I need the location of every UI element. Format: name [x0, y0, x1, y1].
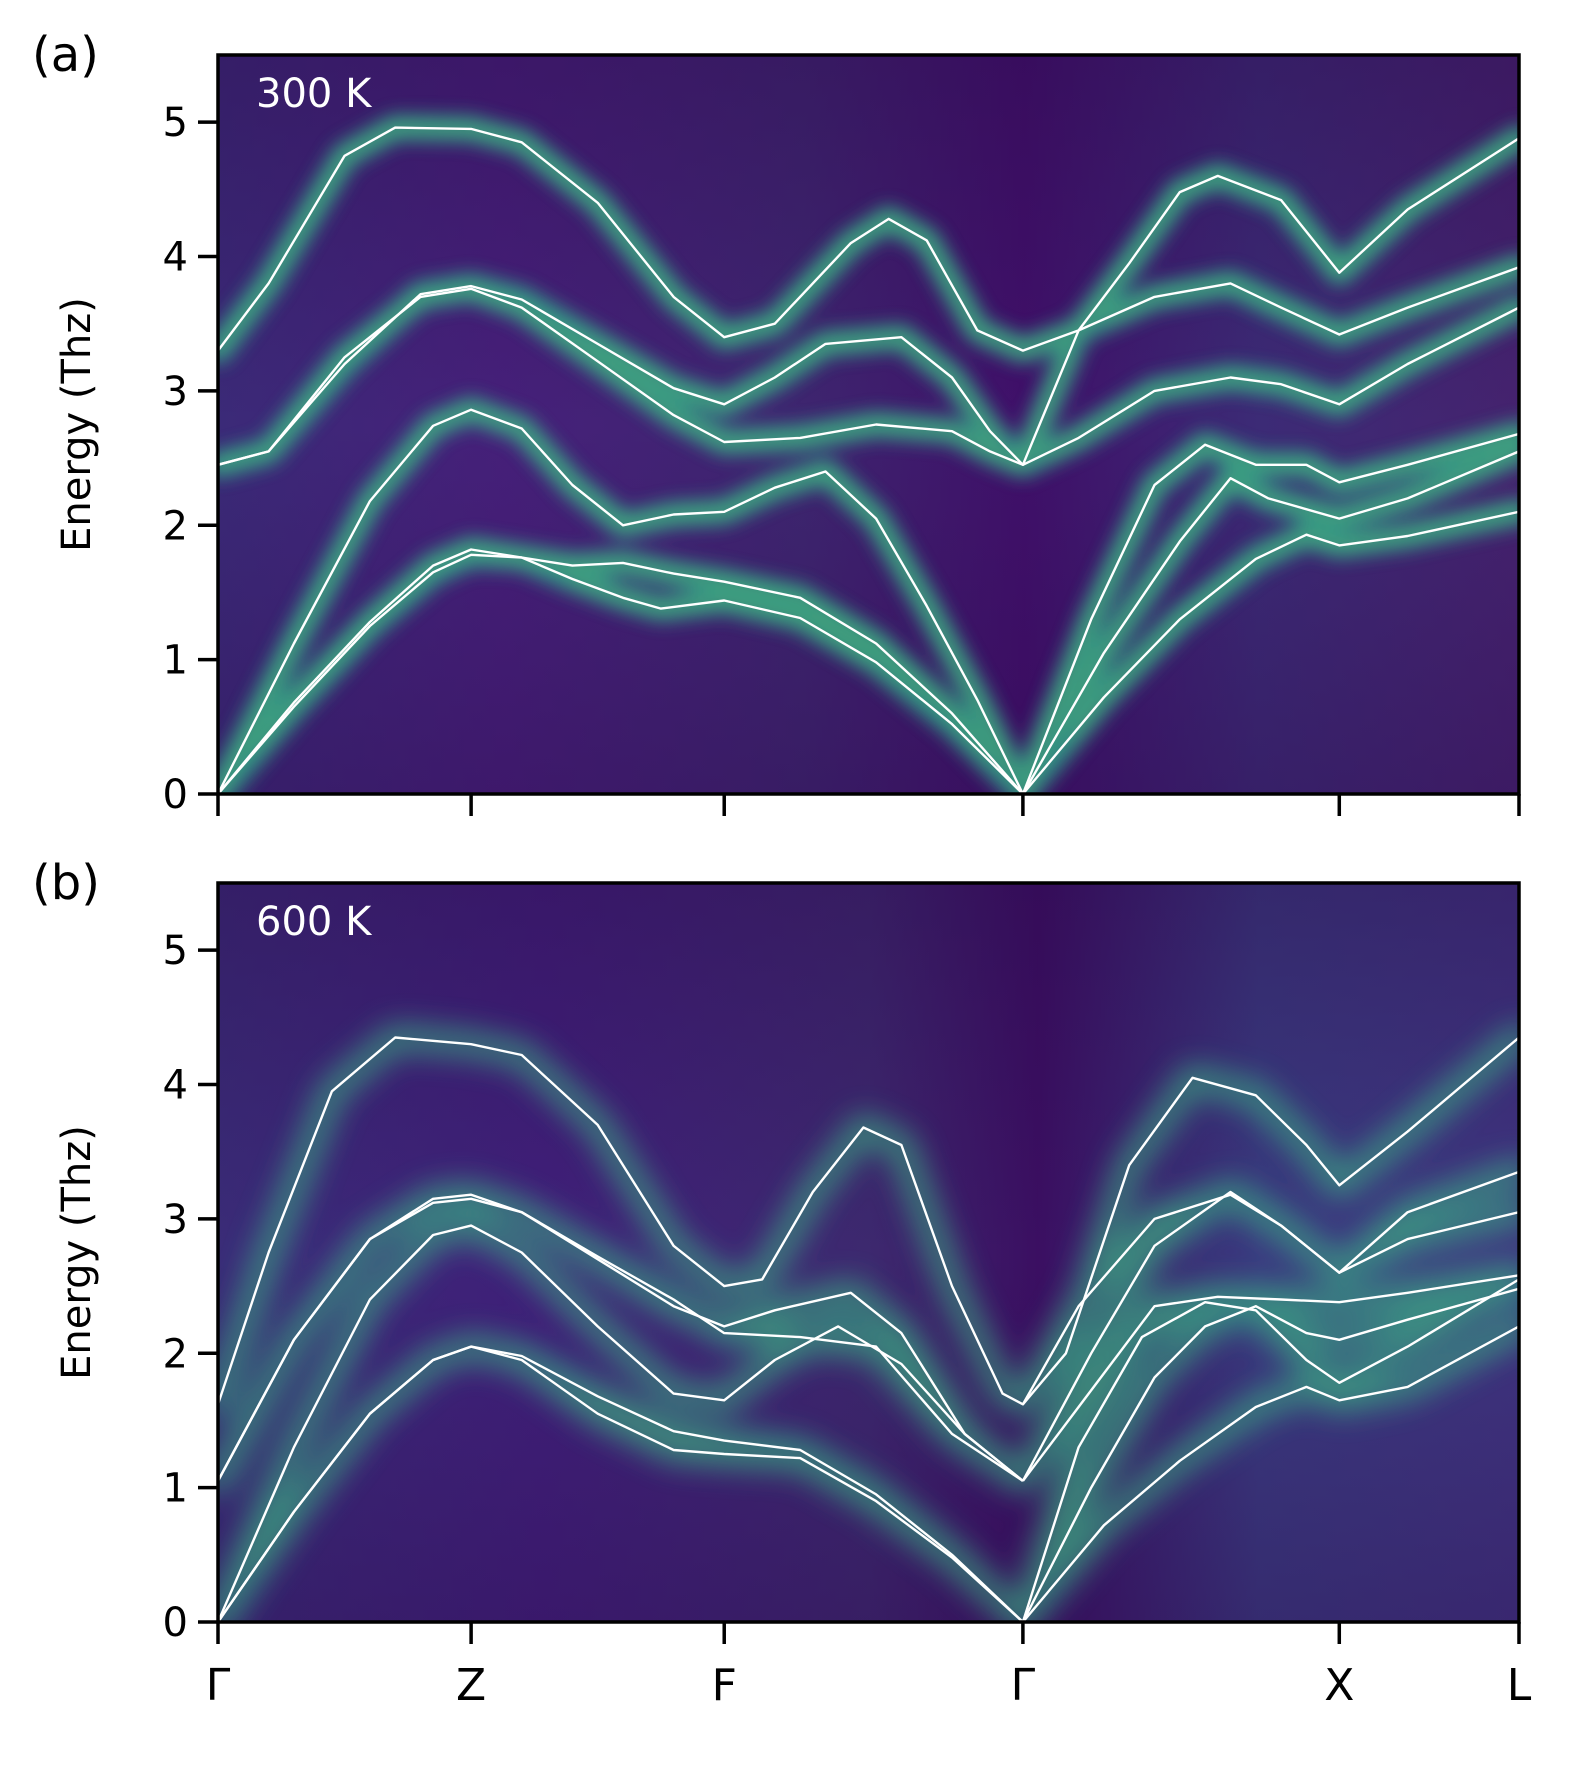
y-tick-label: 5: [163, 928, 188, 974]
y-tick-label: 0: [163, 1600, 188, 1646]
y-tick-label: 1: [163, 638, 188, 684]
y-tick-label: 4: [163, 1063, 188, 1109]
plot-area: [218, 114, 1519, 794]
plot-frame: [216, 881, 1521, 1624]
y-tick-label: 3: [163, 1197, 188, 1243]
dispersion-line-3: [218, 284, 1519, 466]
dispersion-lines: [218, 126, 1519, 794]
plot-area: [218, 1024, 1519, 1622]
dispersion-line-8: [1021, 1278, 1519, 1622]
dispersion-line-7: [1021, 450, 1519, 794]
y-tick-label: 5: [163, 100, 188, 146]
dispersion-line-4: [218, 1193, 1024, 1482]
chart-panel-b: 0 1 2 3 4 5 Γ Z F Γ X L Energy (Thz) (b) 600 K: [32, 855, 1532, 1711]
y-tick-label: 4: [163, 235, 188, 281]
dispersion-line-9: [1021, 1274, 1519, 1482]
dispersion-line-4: [218, 266, 1519, 466]
dispersion-line-5: [218, 1036, 1519, 1406]
y-tick-label: 2: [163, 1331, 188, 1377]
x-tick-label: L: [1507, 1660, 1532, 1711]
y-tick-label: 1: [163, 1466, 188, 1512]
x-tick-label: F: [712, 1660, 737, 1711]
dispersion-line-11: [1021, 1170, 1519, 1405]
dispersion-line-5: [218, 126, 1519, 352]
x-tick-label: Z: [456, 1660, 486, 1711]
y-axis-label: Energy (Thz): [54, 1125, 100, 1380]
dispersion-line-1: [218, 548, 1024, 794]
dispersion-line-6: [1021, 1325, 1519, 1622]
dispersion-line-2: [218, 1224, 1024, 1622]
panel-label: (b): [32, 855, 100, 911]
plot-frame: [216, 53, 1521, 796]
panel-label: (a): [32, 27, 99, 83]
x-tick-label: X: [1324, 1660, 1354, 1711]
dispersion-line-6: [1021, 510, 1519, 794]
y-axis-label: Energy (Thz): [54, 297, 100, 552]
chart-panel-a: 0 1 2 3 4 5 Energy (Thz) (a) 300 K: [32, 27, 1521, 818]
dispersion-line-2: [218, 408, 1024, 794]
temperature-annotation: 600 K: [256, 899, 373, 945]
dispersion-line-8: [1021, 432, 1519, 794]
chart-panels: 0 1 2 3 4 5 Energy (Thz) (a) 300 K 0 1 2 3 4 5 Γ Z F Γ X L En…: [32, 27, 1532, 1711]
temperature-annotation: 300 K: [256, 71, 373, 117]
dispersion-line-1: [218, 1345, 1024, 1622]
dispersion-line-0: [218, 553, 1024, 794]
y-tick-label: 3: [163, 369, 188, 415]
y-tick-label: 2: [163, 503, 188, 549]
dispersion-line-7: [1021, 1287, 1519, 1622]
y-tick-label: 0: [163, 772, 188, 818]
x-tick-label: Γ: [1011, 1660, 1036, 1711]
dispersion-lines: [218, 1036, 1519, 1622]
x-tick-label: Γ: [206, 1660, 231, 1711]
